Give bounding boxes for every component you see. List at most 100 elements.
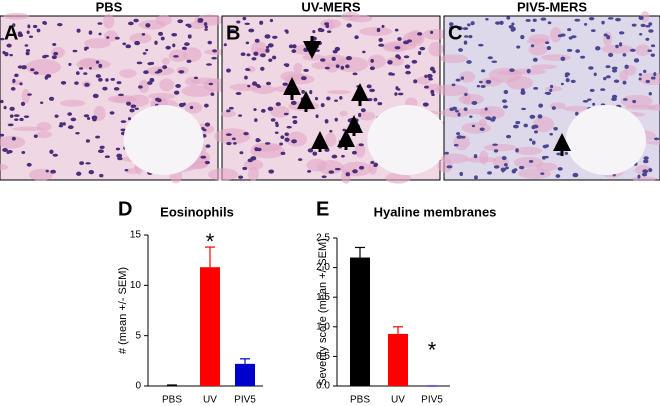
nucleus — [246, 53, 251, 57]
nucleus — [588, 66, 594, 70]
nucleus — [223, 43, 227, 47]
nucleus — [511, 169, 517, 174]
nucleus — [0, 37, 5, 41]
nucleus — [362, 50, 366, 54]
nucleus — [125, 44, 132, 49]
nucleus — [315, 114, 319, 119]
nucleus — [255, 139, 262, 142]
nucleus — [404, 64, 411, 69]
nucleus — [373, 97, 378, 102]
nucleus — [316, 41, 323, 46]
tissue — [285, 131, 308, 147]
nucleus — [613, 79, 620, 83]
nucleus — [462, 27, 469, 31]
nucleus — [464, 92, 468, 97]
nucleus — [575, 111, 579, 116]
nucleus — [583, 22, 588, 26]
tissue — [119, 69, 137, 78]
nucleus — [532, 57, 538, 62]
nucleus — [17, 65, 23, 69]
nucleus — [11, 136, 16, 141]
nucleus — [370, 161, 375, 165]
tissue — [317, 160, 344, 175]
nucleus — [97, 149, 104, 154]
nucleus — [487, 56, 493, 60]
nucleus — [45, 74, 52, 78]
nucleus — [134, 107, 139, 111]
nucleus — [282, 82, 288, 86]
nucleus — [21, 65, 27, 70]
panel-letter: A — [4, 22, 18, 44]
nucleus — [426, 73, 433, 79]
nucleus — [360, 108, 366, 113]
tissue — [214, 128, 251, 145]
nucleus — [540, 172, 545, 175]
nucleus — [17, 31, 23, 36]
nucleus — [615, 44, 619, 49]
tissue — [107, 94, 138, 104]
nucleus — [638, 15, 644, 21]
nucleus — [187, 24, 192, 28]
nucleus — [267, 43, 274, 48]
nucleus — [149, 61, 155, 65]
nucleus — [265, 81, 272, 86]
nucleus — [226, 141, 232, 146]
nucleus — [622, 53, 627, 57]
nucleus — [650, 44, 656, 48]
tissue — [440, 54, 468, 64]
nucleus — [601, 20, 605, 25]
nucleus — [395, 86, 399, 91]
nucleus — [9, 106, 15, 111]
nucleus — [478, 80, 483, 84]
nucleus — [463, 40, 468, 45]
x-tick-label: PBS — [350, 395, 370, 406]
nucleus — [239, 151, 244, 155]
nucleus — [88, 30, 93, 35]
nucleus — [469, 115, 473, 118]
nucleus — [575, 49, 580, 53]
tissue — [159, 78, 175, 92]
x-tick-label: UV — [203, 395, 217, 406]
nucleus — [21, 150, 26, 154]
nucleus — [595, 46, 601, 51]
nucleus — [303, 68, 309, 72]
nucleus — [329, 129, 333, 133]
nucleus — [203, 103, 209, 108]
tissue — [497, 70, 523, 76]
tissue — [247, 167, 259, 181]
nucleus — [158, 31, 164, 36]
tissue — [325, 132, 337, 147]
nucleus — [274, 131, 279, 135]
nucleus — [358, 143, 364, 147]
tissue — [185, 76, 200, 86]
nucleus — [248, 28, 255, 33]
nucleus — [334, 46, 341, 52]
nucleus — [54, 114, 59, 118]
nucleus — [334, 167, 341, 171]
nucleus — [99, 173, 104, 178]
nucleus — [228, 106, 234, 110]
nucleus — [10, 87, 16, 91]
tissue — [540, 54, 571, 61]
nucleus — [325, 24, 330, 28]
nucleus — [160, 36, 165, 41]
nucleus — [314, 49, 320, 52]
nucleus — [480, 69, 486, 73]
nucleus — [470, 21, 475, 26]
nucleus — [532, 18, 537, 22]
nucleus — [204, 25, 208, 29]
nucleus — [50, 169, 56, 174]
nucleus — [254, 118, 258, 122]
nucleus — [456, 26, 463, 31]
nucleus — [0, 133, 5, 137]
nucleus — [467, 23, 471, 27]
tissue — [0, 135, 26, 149]
tissue — [483, 143, 517, 152]
nucleus — [553, 126, 558, 131]
nucleus — [331, 56, 336, 62]
nucleus — [463, 107, 468, 112]
y-tick-label: 1.5 — [316, 292, 330, 303]
nucleus — [529, 114, 536, 119]
nucleus — [253, 51, 259, 56]
